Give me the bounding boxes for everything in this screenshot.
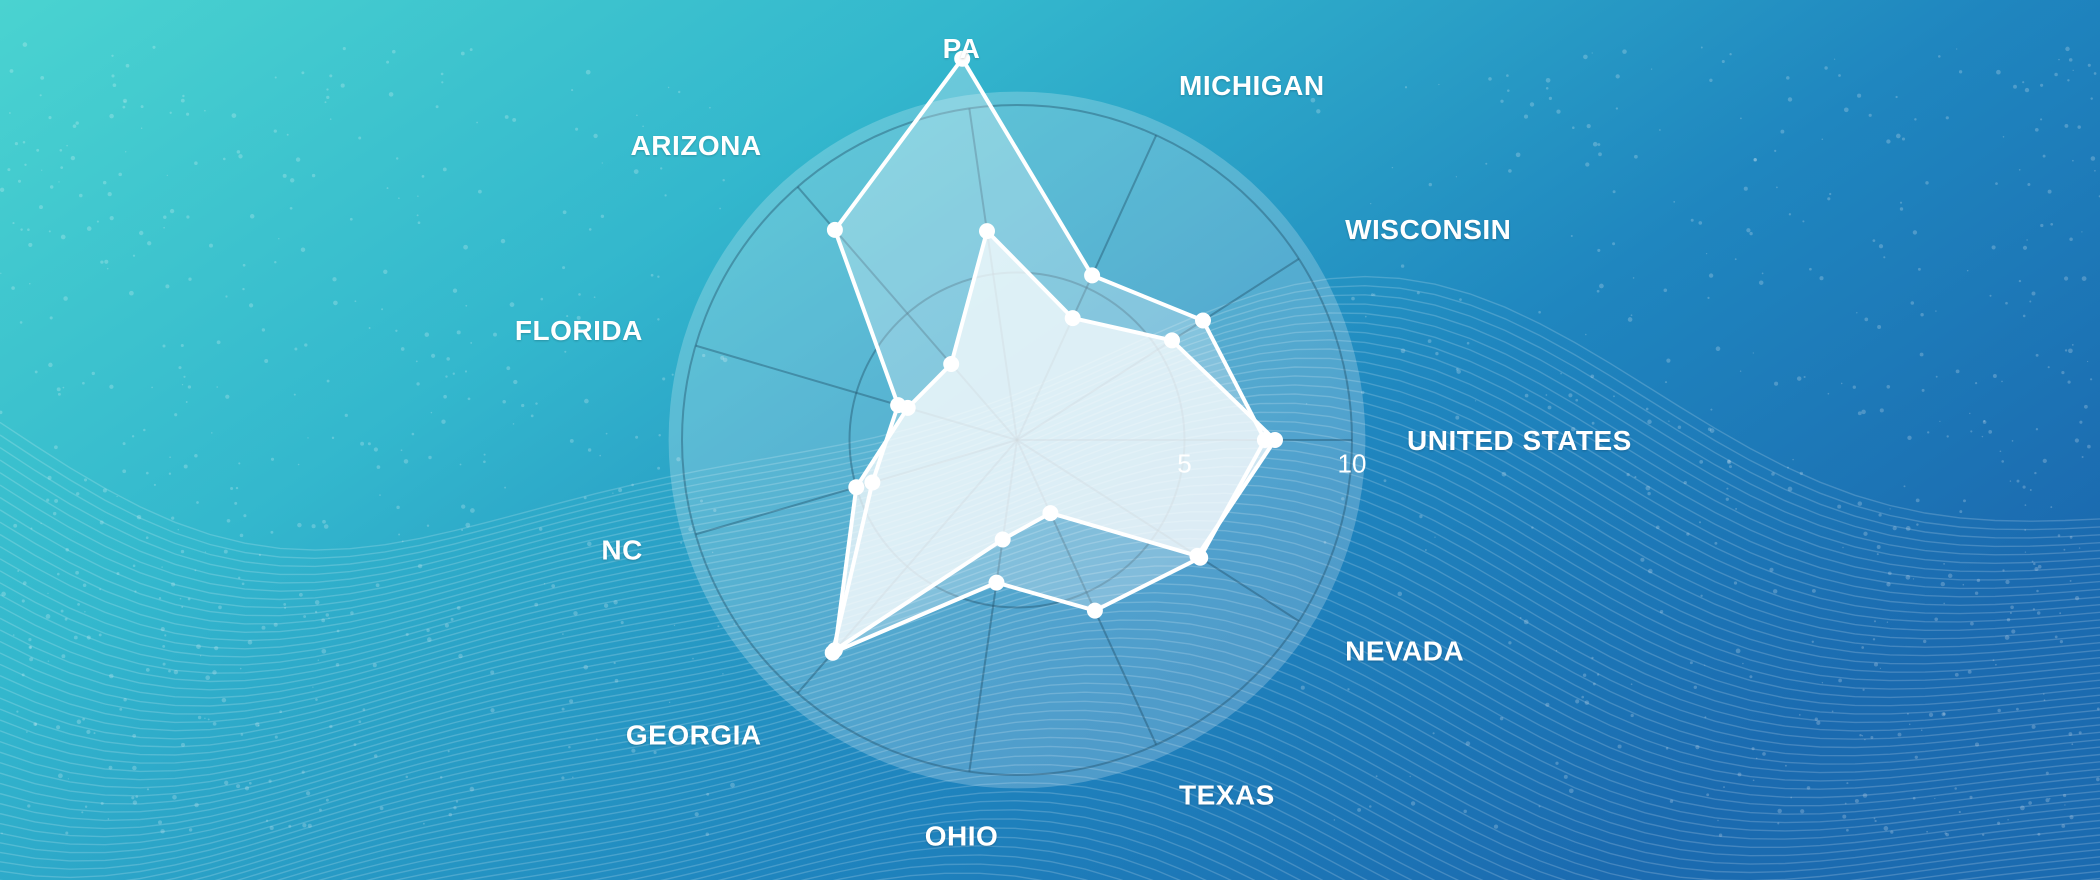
radar-marker	[1043, 506, 1057, 520]
radar-marker	[996, 533, 1010, 547]
radar-marker	[828, 643, 842, 657]
radar-marker	[980, 224, 994, 238]
radar-axis-label: FLORIDA	[515, 315, 643, 346]
radar-axis-label: WISCONSIN	[1345, 214, 1511, 245]
radar-axis-label: UNITED STATES	[1407, 425, 1632, 456]
radar-marker	[1085, 268, 1099, 282]
radar-axis-label: OHIO	[925, 821, 999, 852]
radar-marker	[1196, 314, 1210, 328]
radar-marker	[828, 223, 842, 237]
radar-marker	[849, 480, 863, 494]
radar-marker	[901, 401, 915, 415]
radar-axis-label: PA	[943, 33, 981, 64]
radar-axis-label: TEXAS	[1179, 780, 1275, 811]
radar-marker	[1088, 604, 1102, 618]
radar-marker	[1268, 433, 1282, 447]
radar-chart: 5 10 UNITED STATES WISCONSIN MICHIGAN PA ARIZO…	[0, 0, 2100, 880]
chart-stage: 5 10 UNITED STATES WISCONSIN MICHIGAN PA ARIZO…	[0, 0, 2100, 880]
radar-marker	[1066, 311, 1080, 325]
radar-marker	[990, 576, 1004, 590]
radar-marker	[1190, 549, 1204, 563]
radar-axis-label: GEORGIA	[626, 720, 762, 751]
radar-axis-label: NEVADA	[1345, 636, 1464, 667]
radar-axis-label: MICHIGAN	[1179, 70, 1325, 101]
radar-marker	[1165, 333, 1179, 347]
radar-tick-label: 5	[1177, 449, 1191, 479]
radar-marker	[944, 357, 958, 371]
radar-tick-label: 10	[1338, 449, 1367, 479]
radar-axis-label: NC	[601, 535, 642, 566]
radar-axis-label: ARIZONA	[631, 130, 762, 161]
